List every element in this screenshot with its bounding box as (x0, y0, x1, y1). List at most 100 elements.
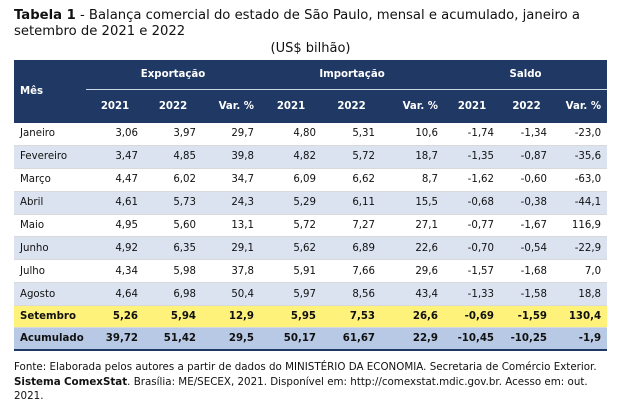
value-cell: 29,6 (381, 259, 445, 284)
unit-label: (US$ bilhão) (270, 41, 351, 56)
value-cell: 8,56 (322, 282, 382, 307)
value-cell: 5,29 (260, 191, 323, 215)
month-cell: Maio (14, 214, 86, 238)
group-header-importacao: Importação (260, 60, 445, 90)
value-cell: 6,11 (322, 191, 382, 215)
value-cell: 22,6 (381, 236, 445, 261)
column-header: 2021 (86, 89, 144, 123)
value-cell: -44,1 (553, 191, 608, 215)
month-header: Mês (14, 60, 86, 123)
value-cell: 6,35 (144, 236, 202, 261)
value-cell: 5,91 (260, 259, 323, 284)
trade-balance-table: Mês Exportação Importação Saldo 2021 2022… (14, 60, 608, 352)
month-cell: Julho (14, 259, 86, 284)
source-text-end: . Brasília: ME/SECEX, 2021. Disponível e… (14, 375, 588, 403)
value-cell: 5,60 (144, 214, 202, 238)
value-cell: 3,06 (86, 123, 144, 146)
source-note: Fonte: Elaborada pelos autores a partir … (14, 360, 610, 404)
value-cell: 39,72 (86, 327, 144, 352)
value-cell: 7,53 (322, 305, 382, 329)
value-cell: 29,1 (202, 236, 261, 261)
value-cell: -0,77 (444, 214, 501, 238)
value-cell: -1,9 (553, 327, 608, 352)
value-cell: 5,94 (144, 305, 202, 329)
value-cell: 6,09 (260, 168, 323, 192)
value-cell: -1,58 (500, 282, 554, 307)
caption-label: Tabela 1 (14, 8, 76, 23)
month-cell: Setembro (14, 305, 86, 329)
value-cell: 4,34 (86, 259, 144, 284)
value-cell: -0,38 (500, 191, 554, 215)
value-cell: -0,54 (500, 236, 554, 261)
value-cell: 15,5 (381, 191, 445, 215)
value-cell: -1,74 (444, 123, 501, 146)
value-cell: -1,57 (444, 259, 501, 284)
value-cell: -1,34 (500, 123, 554, 146)
value-cell: 61,67 (322, 327, 382, 352)
column-header: 2022 (322, 89, 382, 123)
column-header: Var. % (381, 89, 445, 123)
group-header-exportacao: Exportação (86, 60, 261, 90)
table-row: Setembro 5,26 5,94 12,9 5,95 7,53 26,6 -0,69 -1,… (14, 305, 608, 329)
value-cell: -63,0 (553, 168, 608, 192)
value-cell: -0,68 (444, 191, 501, 215)
table-row: Fevereiro 3,47 4,85 39,8 4,82 5,72 18,7 -1,35 -0… (14, 145, 608, 169)
value-cell: 26,6 (381, 305, 445, 329)
value-cell: 4,61 (86, 191, 144, 215)
value-cell: -0,70 (444, 236, 501, 261)
source-system-bold: Sistema (14, 375, 61, 388)
value-cell: -1,67 (500, 214, 554, 238)
table-row: Março 4,47 6,02 34,7 6,09 6,62 8,7 -1,62 -0,60 -6… (14, 168, 608, 192)
value-cell: 24,3 (202, 191, 261, 215)
value-cell: 10,6 (381, 123, 445, 146)
value-cell: -0,60 (500, 168, 554, 192)
value-cell: 116,9 (553, 214, 608, 238)
table-row: Maio 4,95 5,60 13,1 5,72 7,27 27,1 -0,77 -1,67 11… (14, 214, 608, 238)
value-cell: 39,8 (202, 145, 261, 169)
value-cell: 12,9 (202, 305, 261, 329)
value-cell: 4,95 (86, 214, 144, 238)
value-cell: 5,62 (260, 236, 323, 261)
value-cell: 5,31 (322, 123, 382, 146)
value-cell: -1,62 (444, 168, 501, 192)
value-cell: 18,8 (553, 282, 608, 307)
value-cell: 5,73 (144, 191, 202, 215)
value-cell: 18,7 (381, 145, 445, 169)
value-cell: -23,0 (553, 123, 608, 146)
value-cell: 7,27 (322, 214, 382, 238)
value-cell: -1,59 (500, 305, 554, 329)
value-cell: 4,80 (260, 123, 323, 146)
value-cell: 8,7 (381, 168, 445, 192)
value-cell: 27,1 (381, 214, 445, 238)
month-cell: Março (14, 168, 86, 192)
value-cell: 5,98 (144, 259, 202, 284)
value-cell: 4,64 (86, 282, 144, 307)
value-cell: 3,47 (86, 145, 144, 169)
value-cell: 43,4 (381, 282, 445, 307)
column-header: 2021 (260, 89, 323, 123)
month-cell: Fevereiro (14, 145, 86, 169)
month-cell: Abril (14, 191, 86, 215)
column-header: 2021 (444, 89, 501, 123)
column-header: Var. % (553, 89, 608, 123)
value-cell: 50,17 (260, 327, 323, 352)
value-cell: 4,47 (86, 168, 144, 192)
source-comexstat-bold: ComexStat (63, 375, 128, 388)
value-cell: 29,7 (202, 123, 261, 146)
table-row: Agosto 4,64 6,98 50,4 5,97 8,56 43,4 -1,33 -1,58… (14, 282, 608, 307)
value-cell: -0,69 (444, 305, 501, 329)
value-cell: -0,87 (500, 145, 554, 169)
value-cell: 51,42 (144, 327, 202, 352)
value-cell: 3,97 (144, 123, 202, 146)
column-header: 2022 (144, 89, 202, 123)
caption-separator: - (75, 8, 89, 23)
table-row: Janeiro 3,06 3,97 29,7 4,80 5,31 10,6 -1,74 -1,3… (14, 123, 608, 146)
value-cell: 37,8 (202, 259, 261, 284)
value-cell: 29,5 (202, 327, 261, 352)
table-row: Julho 4,34 5,98 37,8 5,91 7,66 29,6 -1,57 -1,68 7… (14, 259, 608, 284)
value-cell: 34,7 (202, 168, 261, 192)
value-cell: 5,95 (260, 305, 323, 329)
value-cell: 5,97 (260, 282, 323, 307)
value-cell: 7,66 (322, 259, 382, 284)
value-cell: 6,62 (322, 168, 382, 192)
